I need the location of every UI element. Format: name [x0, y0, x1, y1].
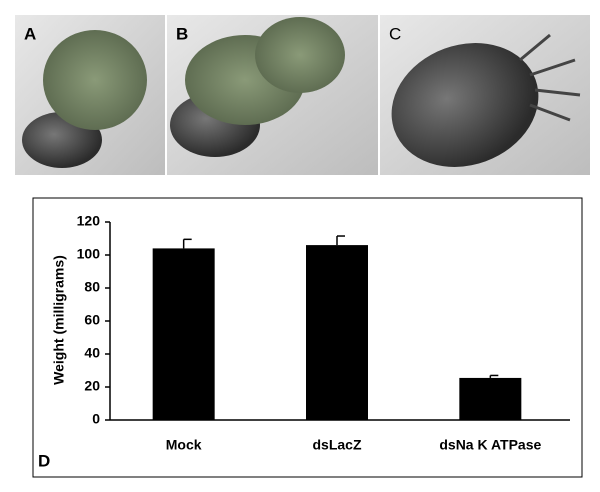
y-tick-label: 0 — [92, 411, 100, 427]
x-tick-label: dsNa K ATPase — [439, 437, 541, 453]
y-tick-label: 20 — [84, 378, 100, 394]
photo-a — [15, 15, 165, 175]
panel-label: A — [24, 24, 36, 43]
panel-label: C — [389, 24, 401, 43]
bar — [459, 377, 522, 420]
panel-label: B — [176, 24, 188, 43]
bar — [152, 248, 215, 420]
x-tick-label: Mock — [166, 437, 202, 453]
y-axis-label: Weight (milligrams) — [51, 255, 67, 385]
y-tick-label: 40 — [84, 345, 100, 361]
bar — [306, 245, 368, 420]
y-tick-label: 60 — [84, 312, 100, 328]
panel-label: D — [38, 451, 50, 470]
photo-b — [167, 15, 378, 175]
y-tick-label: 100 — [77, 246, 101, 262]
photo-c — [380, 15, 590, 175]
x-tick-label: dsLacZ — [312, 437, 361, 453]
chart-frame — [32, 197, 583, 478]
y-tick-label: 80 — [84, 279, 100, 295]
y-tick-label: 120 — [77, 213, 101, 229]
